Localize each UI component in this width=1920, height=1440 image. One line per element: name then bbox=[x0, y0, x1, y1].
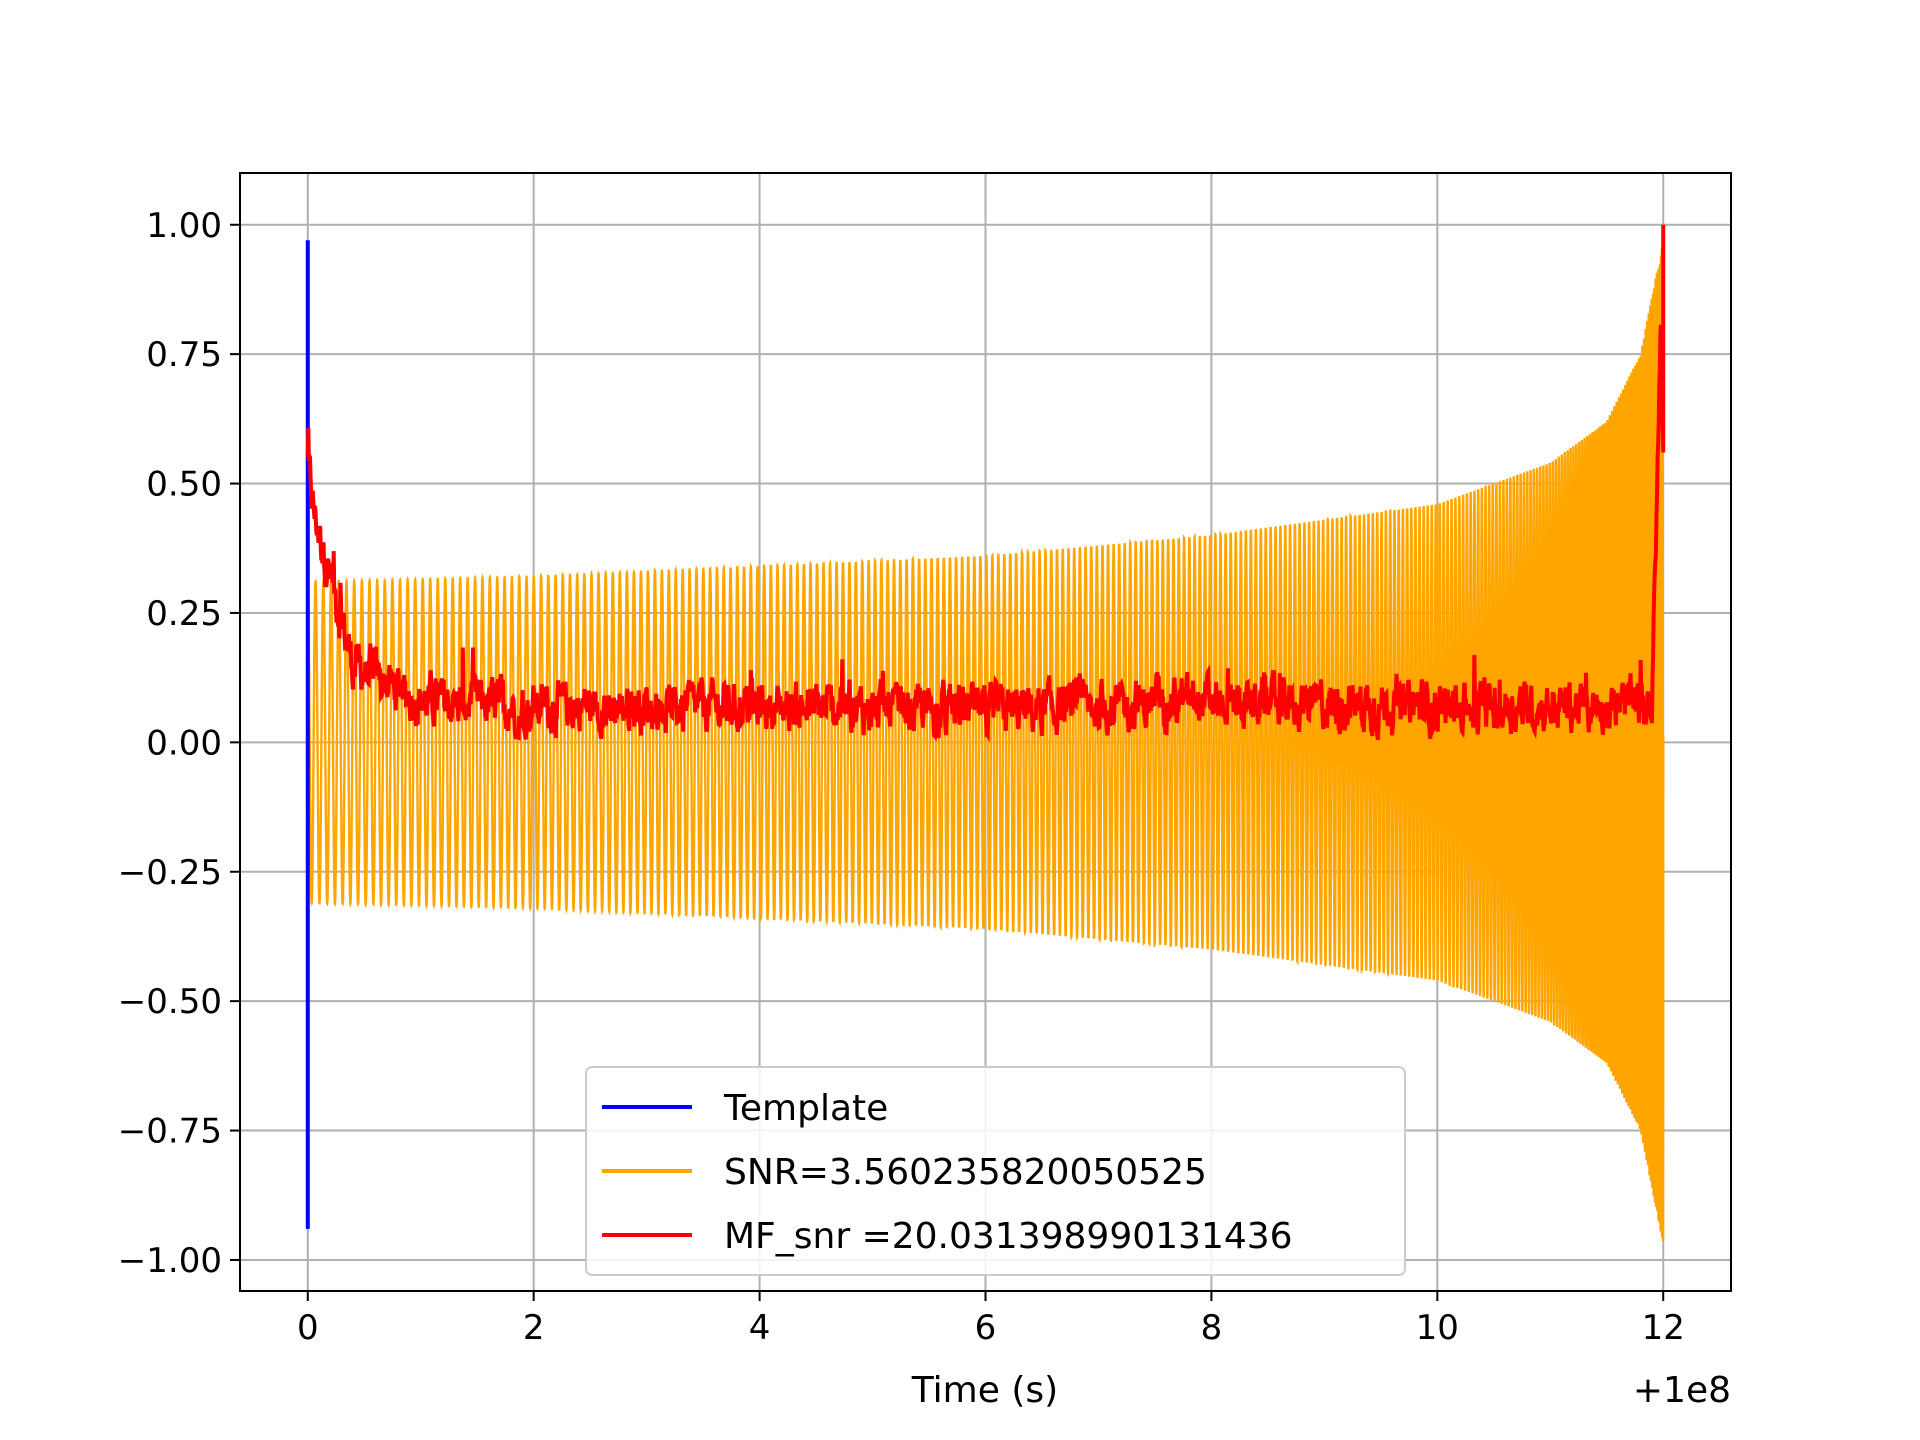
y-tick-label: −0.75 bbox=[118, 1112, 222, 1152]
legend-box bbox=[585, 1066, 1406, 1276]
legend-label: MF_snr =20.031398990131436 bbox=[724, 1216, 1293, 1257]
x-tick-label: 2 bbox=[523, 1308, 545, 1348]
x-tick-label: 6 bbox=[975, 1308, 997, 1348]
y-tick-label: 0.75 bbox=[146, 335, 222, 375]
x-tick-label: 12 bbox=[1642, 1308, 1685, 1348]
y-tick-label: 0.00 bbox=[146, 723, 222, 763]
ticks: 0 2 4 6 8 10 12 1.00 0.75 0.50 0.25 0.00 −0.25 −0.50 −… bbox=[118, 206, 1685, 1348]
y-tick-label: 0.25 bbox=[146, 594, 222, 634]
x-tick-label: 10 bbox=[1416, 1308, 1459, 1348]
y-tick-label: 1.00 bbox=[146, 206, 222, 246]
x-axis-offset-label: +1e8 bbox=[1633, 1370, 1731, 1411]
legend-label: SNR=3.560235820050525 bbox=[724, 1152, 1207, 1193]
x-axis-label: Time (s) bbox=[911, 1370, 1058, 1411]
y-tick-label: −0.25 bbox=[118, 853, 222, 893]
mf-snr-line bbox=[305, 224, 1666, 743]
snr-line bbox=[306, 244, 1665, 1242]
legend: Template SNR=3.560235820050525 MF_snr =20.… bbox=[585, 1066, 1406, 1276]
x-tick-label: 0 bbox=[297, 1308, 319, 1348]
y-tick-label: 0.50 bbox=[146, 465, 222, 505]
y-tick-label: −1.00 bbox=[118, 1241, 222, 1281]
legend-label: Template bbox=[723, 1088, 888, 1129]
x-tick-label: 8 bbox=[1201, 1308, 1223, 1348]
y-tick-label: −0.50 bbox=[118, 982, 222, 1022]
x-tick-label: 4 bbox=[749, 1308, 771, 1348]
series-layer bbox=[305, 224, 1666, 1242]
